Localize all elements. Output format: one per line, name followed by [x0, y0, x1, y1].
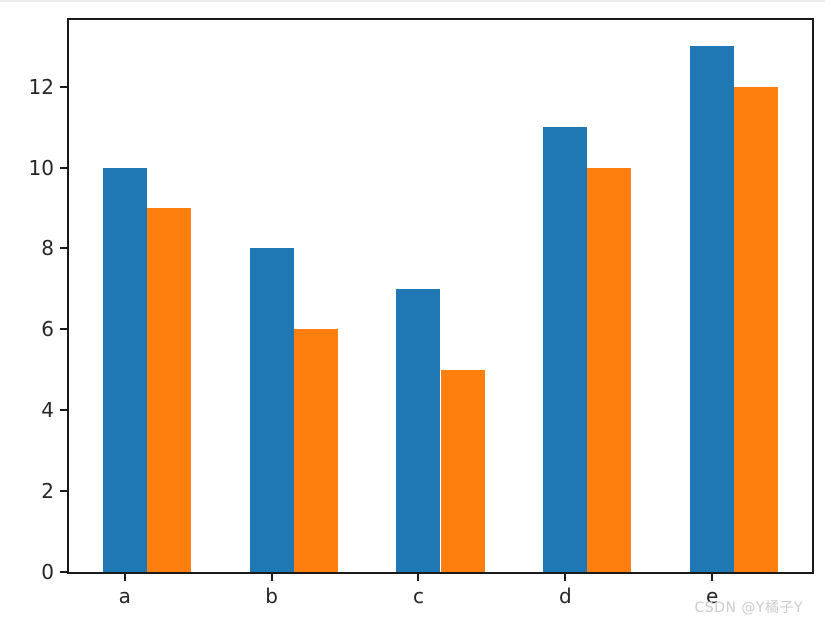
- y-tick-mark-6: [60, 328, 67, 331]
- bar-series-1-d: [543, 127, 588, 572]
- x-tick-mark-d: [564, 574, 567, 581]
- y-tick-label-12: 12: [28, 74, 54, 99]
- x-tick-label-a: a: [118, 584, 131, 608]
- y-tick-label-0: 0: [41, 560, 54, 584]
- y-axis: 0 2 4 6 8 10 12: [0, 20, 67, 582]
- x-tick-mark-a: [123, 574, 126, 581]
- y-tick-mark-10: [60, 166, 67, 169]
- y-tick-mark-8: [60, 247, 67, 250]
- watermark: CSDN @Y橘子Y: [694, 600, 803, 616]
- y-tick-mark-0: [60, 571, 67, 573]
- bar-series-2-c: [440, 369, 485, 572]
- top-border-strip: [0, 0, 825, 2]
- y-tick-label-10: 10: [28, 155, 54, 180]
- x-tick-mark-b: [270, 574, 273, 581]
- y-tick-mark-4: [60, 409, 67, 412]
- bar-series-2-e: [734, 86, 779, 572]
- x-tick-label-e: e: [705, 584, 719, 608]
- y-tick-label-4: 4: [41, 398, 54, 423]
- bar-series-1-e: [690, 46, 735, 572]
- y-tick-label-6: 6: [41, 317, 54, 342]
- x-axis: a b c d e: [69, 574, 812, 624]
- y-tick-label-2: 2: [41, 479, 54, 504]
- y-tick-label-8: 8: [41, 236, 54, 261]
- bar-series-1-b: [249, 248, 294, 572]
- bar-series-2-d: [587, 167, 632, 572]
- x-tick-label-d: d: [558, 584, 572, 608]
- x-tick-label-b: b: [265, 584, 278, 608]
- plot-area: [67, 18, 814, 574]
- x-tick-mark-e: [711, 574, 714, 581]
- x-tick-mark-c: [417, 574, 420, 581]
- bar-series-2-a: [146, 208, 191, 572]
- bar-series-2-b: [293, 329, 338, 572]
- bar-series-1-a: [102, 167, 147, 572]
- y-tick-mark-12: [60, 85, 67, 88]
- y-tick-mark-2: [60, 490, 67, 493]
- x-tick-label-c: c: [412, 584, 424, 608]
- bar-series-1-c: [396, 288, 441, 572]
